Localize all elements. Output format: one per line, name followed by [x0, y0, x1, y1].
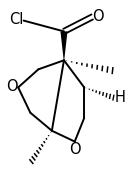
Text: O: O: [70, 142, 81, 157]
Text: Cl: Cl: [9, 12, 23, 27]
Polygon shape: [61, 31, 67, 60]
Text: O: O: [6, 79, 17, 94]
Text: H: H: [115, 90, 126, 105]
Text: O: O: [92, 9, 104, 23]
